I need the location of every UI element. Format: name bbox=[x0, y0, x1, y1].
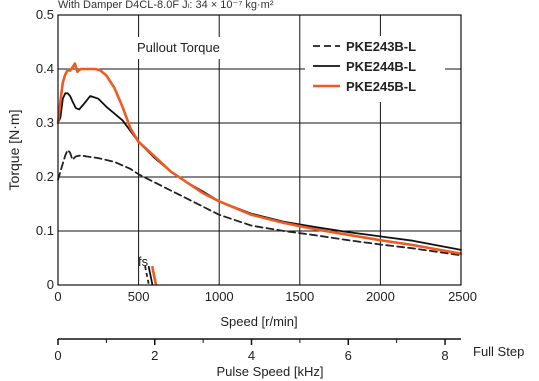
legend-label: PKE244B-L bbox=[346, 59, 416, 74]
pulse-speed-axis: 0 2 4 6 8 bbox=[54, 338, 461, 363]
legend: PKE243B-L PKE244B-L PKE245B-L bbox=[305, 36, 445, 102]
fs-line-pke245b-l bbox=[150, 265, 158, 286]
legend-label: PKE243B-L bbox=[346, 39, 416, 54]
fs-lines bbox=[144, 265, 158, 286]
fs-line-pke243b-l bbox=[144, 265, 150, 286]
x-tick-label: 0 bbox=[54, 289, 61, 304]
fs-line-pke244b-l bbox=[147, 265, 154, 286]
x2-tick-label: 6 bbox=[345, 348, 352, 363]
x2-tick-label: 8 bbox=[441, 348, 448, 363]
y-tick-label: 0 bbox=[47, 277, 54, 292]
x-axis-label: Speed [r/min] bbox=[220, 314, 297, 329]
fs-label: fs bbox=[138, 254, 149, 269]
chart-header-text: With Damper D4CL-8.0F Jₗ: 34 × 10⁻⁷ kg·m… bbox=[58, 0, 274, 11]
x2-tick-label: 2 bbox=[151, 348, 158, 363]
series-line-pke245b-l bbox=[56, 62, 463, 255]
x-tick-label: 500 bbox=[128, 289, 150, 304]
x-tick-label: 2500 bbox=[448, 289, 477, 304]
x2-tick-label: 4 bbox=[248, 348, 255, 363]
x2-tick-label: 0 bbox=[54, 348, 61, 363]
x-tick-labels: 0 500 1000 1500 2000 2500 bbox=[54, 289, 477, 304]
x-tick-label: 2000 bbox=[366, 289, 395, 304]
x-tick-label: 1500 bbox=[285, 289, 314, 304]
y-tick-label: 0.2 bbox=[36, 169, 54, 184]
x-tick-label: 1000 bbox=[205, 289, 234, 304]
plot-frame bbox=[57, 14, 462, 286]
legend-box bbox=[305, 36, 445, 102]
pullout-torque-label: Pullout Torque bbox=[137, 40, 220, 55]
legend-label: PKE245B-L bbox=[346, 79, 416, 94]
series-line-pke243b-l bbox=[57, 149, 462, 257]
x2-side-label: Full Step bbox=[473, 344, 524, 359]
pullout-label-bg bbox=[130, 37, 248, 59]
y-tick-label: 0.4 bbox=[36, 61, 54, 76]
y-tick-labels: 0 0.1 0.2 0.3 0.4 0.5 bbox=[36, 7, 54, 292]
series-lines bbox=[56, 62, 463, 257]
y-tick-label: 0.5 bbox=[36, 7, 54, 22]
x2-axis-label: Pulse Speed [kHz] bbox=[217, 364, 324, 379]
y-tick-label: 0.3 bbox=[36, 115, 54, 130]
y-tick-label: 0.1 bbox=[36, 223, 54, 238]
series-line-pke244b-l bbox=[57, 92, 462, 251]
y-axis-label: Torque [N·m] bbox=[6, 110, 22, 191]
